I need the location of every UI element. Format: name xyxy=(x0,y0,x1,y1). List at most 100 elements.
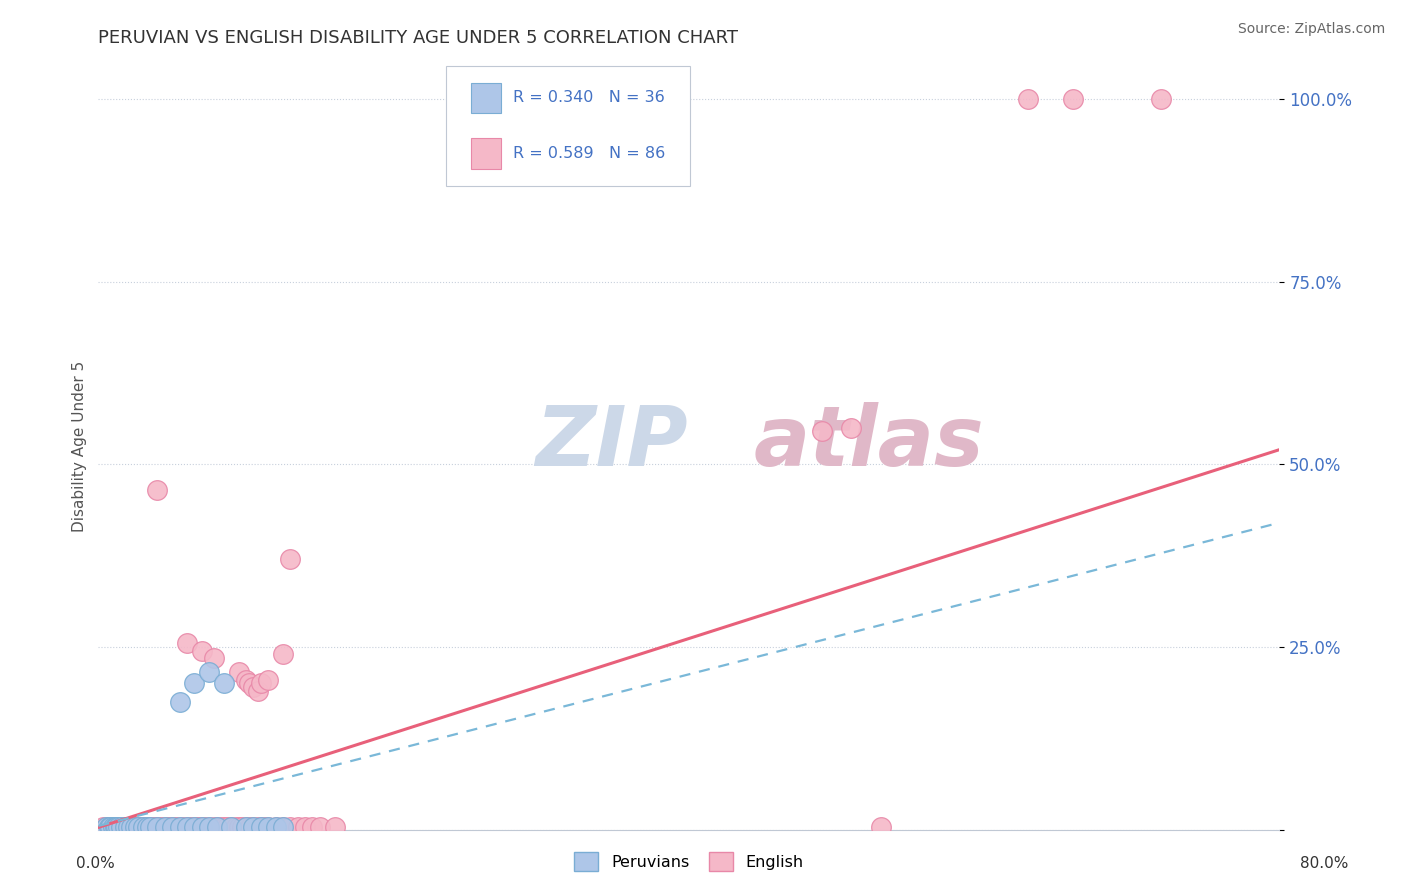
Point xyxy=(149,821,172,835)
Point xyxy=(176,636,198,650)
Text: ZIP: ZIP xyxy=(536,401,688,483)
Point xyxy=(165,821,187,835)
Point xyxy=(146,483,169,497)
Point xyxy=(309,821,332,835)
Point xyxy=(103,821,125,835)
Point xyxy=(221,821,243,835)
Point xyxy=(120,821,142,835)
Point xyxy=(146,821,169,835)
Point xyxy=(271,821,294,835)
Point xyxy=(186,821,208,835)
Point xyxy=(280,552,302,566)
Point xyxy=(107,821,129,835)
Point xyxy=(194,821,217,835)
Point xyxy=(257,821,280,835)
Point xyxy=(323,821,346,835)
Text: 0.0%: 0.0% xyxy=(76,856,115,871)
Point xyxy=(105,821,128,835)
Point xyxy=(94,821,117,835)
Point xyxy=(242,821,264,835)
Point xyxy=(264,821,287,835)
Point xyxy=(250,821,273,835)
Point xyxy=(97,821,120,835)
Point xyxy=(254,821,277,835)
Point xyxy=(250,821,273,835)
Point xyxy=(221,821,243,835)
Point xyxy=(132,821,155,835)
Point xyxy=(156,821,179,835)
Point xyxy=(205,821,228,835)
Point xyxy=(191,821,214,835)
Point xyxy=(162,821,183,835)
Point xyxy=(239,821,262,835)
Point xyxy=(198,821,221,835)
Point xyxy=(166,821,188,835)
Point xyxy=(124,821,146,835)
Point xyxy=(1150,92,1173,106)
Y-axis label: Disability Age Under 5: Disability Age Under 5 xyxy=(72,360,87,532)
Point xyxy=(157,821,180,835)
Point xyxy=(103,821,125,835)
Point xyxy=(183,676,205,690)
Point xyxy=(103,821,125,835)
Point xyxy=(228,665,250,680)
Point xyxy=(98,821,121,835)
Point xyxy=(231,821,253,835)
Point xyxy=(294,821,316,835)
Point xyxy=(114,821,136,835)
Point xyxy=(91,821,114,835)
Point xyxy=(169,821,191,835)
Point xyxy=(205,821,228,835)
Point xyxy=(870,821,893,835)
Point xyxy=(162,821,183,835)
Point xyxy=(169,695,191,709)
Point xyxy=(143,821,166,835)
Point xyxy=(257,673,280,687)
Point xyxy=(97,821,120,835)
Point xyxy=(228,821,250,835)
Point xyxy=(98,821,121,835)
Point xyxy=(172,821,194,835)
Point xyxy=(176,821,198,835)
Point xyxy=(301,821,323,835)
Point xyxy=(104,821,127,835)
Text: Source: ZipAtlas.com: Source: ZipAtlas.com xyxy=(1237,22,1385,37)
Point xyxy=(132,821,155,835)
Point xyxy=(235,821,257,835)
Point xyxy=(183,821,205,835)
Point xyxy=(271,821,294,835)
Legend: Peruvians, English: Peruvians, English xyxy=(567,844,811,880)
Point xyxy=(114,821,136,835)
Point xyxy=(242,680,264,694)
Point xyxy=(246,683,269,698)
Point xyxy=(215,821,238,835)
Point xyxy=(142,821,165,835)
Point xyxy=(136,821,159,835)
Point xyxy=(127,821,149,835)
Point xyxy=(1062,92,1084,106)
Point xyxy=(280,821,302,835)
Point xyxy=(183,821,205,835)
Point xyxy=(139,821,162,835)
Point xyxy=(105,821,128,835)
Point xyxy=(153,821,176,835)
Point xyxy=(238,676,260,690)
Point xyxy=(198,665,221,680)
Text: R = 0.340   N = 36: R = 0.340 N = 36 xyxy=(513,90,665,105)
Point xyxy=(117,821,139,835)
Point xyxy=(191,643,214,657)
Point xyxy=(250,676,273,690)
Point xyxy=(169,821,191,835)
Point xyxy=(153,821,176,835)
Point xyxy=(246,821,269,835)
Point xyxy=(209,821,232,835)
Point xyxy=(117,821,139,835)
Point xyxy=(287,821,309,835)
Point xyxy=(180,821,202,835)
Point xyxy=(107,821,129,835)
Point xyxy=(225,821,247,835)
Text: atlas: atlas xyxy=(754,401,984,483)
Text: R = 0.589   N = 86: R = 0.589 N = 86 xyxy=(513,146,665,161)
Point xyxy=(128,821,150,835)
Point xyxy=(841,421,863,435)
